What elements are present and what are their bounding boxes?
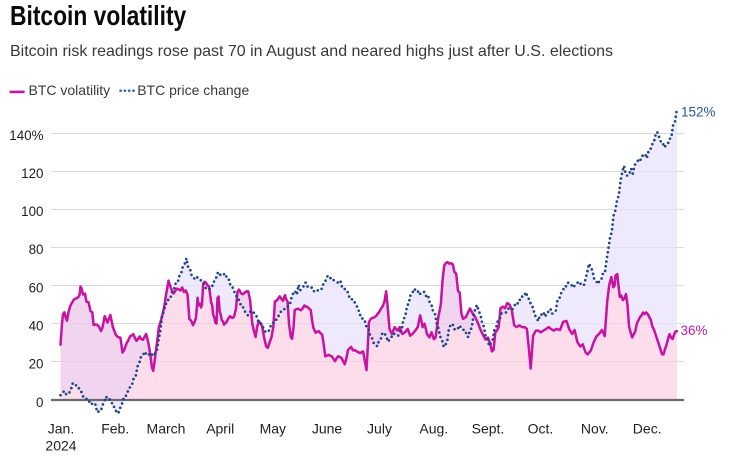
svg-text:2024: 2024 (45, 438, 76, 454)
svg-text:20: 20 (29, 357, 44, 372)
svg-text:Nov.: Nov. (581, 421, 609, 437)
svg-text:Dec.: Dec. (633, 421, 662, 437)
svg-text:Jan.: Jan. (48, 421, 74, 437)
svg-text:36%: 36% (681, 323, 708, 338)
svg-text:Oct.: Oct. (528, 421, 554, 437)
svg-text:Aug.: Aug. (419, 421, 448, 437)
svg-text:140%: 140% (9, 128, 43, 143)
svg-text:80: 80 (29, 242, 44, 257)
svg-text:May: May (260, 421, 286, 437)
svg-text:June: June (312, 421, 343, 437)
svg-text:60: 60 (29, 280, 44, 295)
svg-text:Feb.: Feb. (101, 421, 129, 437)
svg-text:Sept.: Sept. (472, 421, 505, 437)
svg-text:100: 100 (21, 204, 43, 219)
svg-text:March: March (147, 421, 186, 437)
svg-text:120: 120 (21, 166, 43, 181)
svg-text:152%: 152% (681, 104, 716, 119)
svg-text:April: April (206, 421, 234, 437)
svg-text:40: 40 (29, 319, 44, 334)
svg-text:July: July (367, 421, 392, 437)
svg-text:0: 0 (36, 395, 43, 410)
